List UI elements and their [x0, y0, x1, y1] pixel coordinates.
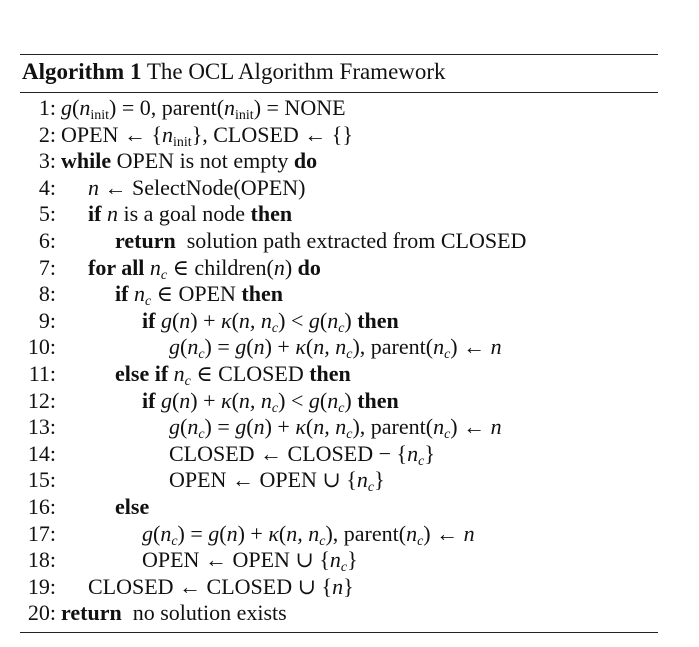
- algorithm-line: 3: while OPEN is not empty do: [20, 148, 658, 175]
- line-code: if g(n) + κ(n, nc) < g(nc) then: [142, 307, 399, 336]
- line-number: 18:: [27, 547, 56, 573]
- line-number: 12:: [27, 387, 56, 413]
- line-number: 14:: [27, 440, 56, 466]
- algorithm-line: 6: return solution path extracted from CL…: [20, 228, 658, 255]
- line-code: CLOSED ← CLOSED ∪ {n}: [88, 573, 354, 599]
- algorithm-line: 11: else if nc ∈ CLOSED then: [20, 360, 658, 389]
- algorithm-line: 13: g(nc) = g(n) + κ(n, nc), parent(nc) ←…: [20, 414, 658, 443]
- algorithm-line: 18: OPEN ← OPEN ∪ {nc}: [20, 547, 658, 576]
- line-number: 3:: [38, 148, 56, 174]
- line-number: 16:: [27, 493, 56, 519]
- line-code: OPEN ← OPEN ∪ {nc}: [142, 547, 358, 576]
- algorithm-line: 4: n ← SelectNode(OPEN): [20, 175, 658, 202]
- algorithm-line: 15: OPEN ← OPEN ∪ {nc}: [20, 467, 658, 496]
- line-code: return no solution exists: [61, 600, 287, 626]
- line-number: 8:: [38, 281, 56, 307]
- algorithm-line: 2: OPEN ← {ninit}, CLOSED ← {}: [20, 121, 658, 150]
- line-code: g(nc) = g(n) + κ(n, nc), parent(nc) ← n: [142, 520, 475, 549]
- algorithm-line: 7: for all nc ∈ children(n) do: [20, 254, 658, 283]
- line-code: else if nc ∈ CLOSED then: [115, 360, 351, 389]
- line-number: 19:: [27, 573, 56, 599]
- line-number: 4:: [38, 174, 56, 200]
- caption-rule: [20, 92, 658, 93]
- top-rule: [20, 54, 658, 55]
- algorithm-line: 10: g(nc) = g(n) + κ(n, nc), parent(nc) ←…: [20, 334, 658, 363]
- line-number: 7:: [38, 254, 56, 280]
- algorithm-line: 12: if g(n) + κ(n, nc) < g(nc) then: [20, 387, 658, 416]
- algorithm-line: 17: g(nc) = g(n) + κ(n, nc), parent(nc) ←…: [20, 520, 658, 549]
- algorithm-title: The OCL Algorithm Framework: [146, 59, 446, 84]
- line-number: 6:: [38, 227, 56, 253]
- algorithm-label: Algorithm 1: [22, 59, 142, 84]
- algorithm-caption: Algorithm 1 The OCL Algorithm Framework: [20, 57, 658, 87]
- line-code: OPEN ← OPEN ∪ {nc}: [169, 467, 385, 496]
- line-code: OPEN ← {ninit}, CLOSED ← {}: [61, 121, 353, 150]
- algorithm-line: 19: CLOSED ← CLOSED ∪ {n}: [20, 574, 658, 601]
- line-code: for all nc ∈ children(n) do: [88, 254, 321, 283]
- line-code: while OPEN is not empty do: [61, 148, 318, 174]
- algorithm-line: 20: return no solution exists: [20, 600, 658, 627]
- line-code: if nc ∈ OPEN then: [115, 281, 283, 310]
- line-code: if n is a goal node then: [88, 201, 293, 227]
- line-number: 9:: [38, 307, 56, 333]
- algorithm-line: 8: if nc ∈ OPEN then: [20, 281, 658, 310]
- line-code: if g(n) + κ(n, nc) < g(nc) then: [142, 387, 399, 416]
- algorithm-line: 16: else: [20, 494, 658, 521]
- line-number: 10:: [27, 334, 56, 360]
- algorithm-line: 1: g(ninit) = 0, parent(ninit) = NONE: [20, 95, 658, 123]
- algorithm-lines: 1: g(ninit) = 0, parent(ninit) = NONE 2: OP…: [20, 95, 658, 627]
- line-number: 13:: [27, 414, 56, 440]
- algorithm-line: 14: CLOSED ← CLOSED − {nc}: [20, 440, 658, 469]
- bottom-rule: [20, 632, 658, 633]
- line-code: CLOSED ← CLOSED − {nc}: [169, 440, 435, 469]
- line-number: 11:: [28, 360, 56, 386]
- line-code: return solution path extracted from CLOS…: [115, 227, 527, 253]
- line-number: 5:: [38, 201, 56, 227]
- line-code: g(nc) = g(n) + κ(n, nc), parent(nc) ← n: [169, 414, 502, 443]
- line-code: else: [115, 493, 150, 519]
- algorithm-line: 5: if n is a goal node then: [20, 201, 658, 228]
- algorithm-line: 9: if g(n) + κ(n, nc) < g(nc) then: [20, 307, 658, 336]
- line-number: 2:: [38, 121, 56, 147]
- line-code: n ← SelectNode(OPEN): [88, 174, 306, 200]
- algorithm-block: Algorithm 1 The OCL Algorithm Framework …: [20, 54, 658, 627]
- line-code: g(nc) = g(n) + κ(n, nc), parent(nc) ← n: [169, 334, 502, 363]
- line-number: 17:: [27, 520, 56, 546]
- line-number: 1:: [38, 95, 56, 120]
- line-number: 20:: [27, 600, 56, 626]
- line-number: 15:: [27, 467, 56, 493]
- line-code: g(ninit) = 0, parent(ninit) = NONE: [61, 95, 346, 123]
